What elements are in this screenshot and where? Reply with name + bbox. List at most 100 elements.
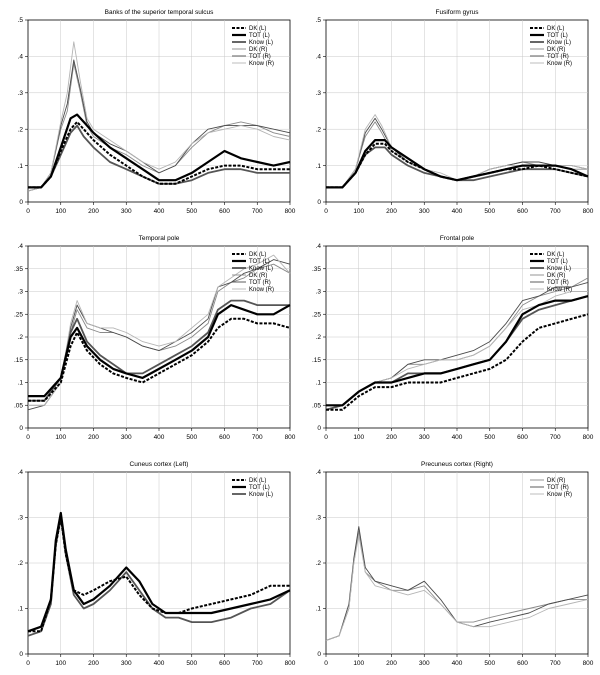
- y-tick-label: .1: [316, 163, 322, 170]
- legend-label-know-r: Know (R): [547, 287, 572, 293]
- x-tick-label: 800: [583, 434, 594, 441]
- x-tick-label: 100: [353, 660, 364, 667]
- y-tick-label: .35: [14, 266, 23, 273]
- series-line-know-l: [28, 299, 290, 402]
- x-tick-label: 200: [386, 208, 397, 215]
- x-tick-label: 500: [484, 660, 495, 667]
- x-tick-label: 200: [88, 660, 99, 667]
- legend-label-know-l: Know (L): [249, 492, 273, 498]
- x-tick-label: 600: [517, 208, 528, 215]
- series-line-tot-r: [325, 526, 589, 641]
- legend-label-know-r: Know (R): [547, 61, 572, 67]
- chart-title: Temporal pole: [139, 235, 180, 242]
- y-tick-label: .25: [312, 311, 321, 318]
- x-tick-label: 800: [285, 660, 296, 667]
- y-tick-label: .05: [14, 402, 23, 409]
- series-line-tot-l: [326, 295, 589, 407]
- x-tick-label: 100: [55, 434, 66, 441]
- series-line-know-r: [325, 535, 589, 641]
- x-tick-label: 200: [386, 660, 397, 667]
- x-tick-label: 700: [550, 208, 561, 215]
- y-tick-label: .4: [18, 54, 24, 61]
- y-tick-label: 0: [317, 425, 321, 432]
- x-tick-label: 500: [484, 434, 495, 441]
- x-tick-label: 300: [419, 660, 430, 667]
- y-tick-label: .2: [18, 334, 24, 341]
- x-tick-label: 300: [419, 434, 430, 441]
- x-tick-label: 300: [121, 208, 132, 215]
- series-line-tot-l: [27, 511, 291, 633]
- legend-label-tot-l: TOT (L): [249, 33, 270, 39]
- x-tick-label: 700: [252, 434, 263, 441]
- legend-label-dk-l: DK (L): [547, 252, 564, 258]
- x-tick-label: 700: [550, 434, 561, 441]
- y-tick-label: .4: [316, 469, 322, 476]
- legend-label-know-l: Know (L): [547, 40, 571, 46]
- y-tick-label: 0: [317, 651, 321, 658]
- x-tick-label: 100: [353, 208, 364, 215]
- y-tick-label: .25: [14, 311, 23, 318]
- x-tick-label: 300: [419, 208, 430, 215]
- y-tick-label: .2: [316, 126, 322, 133]
- chart-panel-cuneus-cortex-left: 0 100 200 300 400 500 600 700 800 0 .1 .2 .3 .4 Cuneus…: [18, 461, 296, 667]
- legend-label-dk-r: DK (R): [547, 273, 565, 279]
- legend-label-dk-l: DK (L): [249, 26, 266, 32]
- y-tick-label: .15: [14, 357, 23, 364]
- y-tick-label: .3: [316, 515, 322, 522]
- y-tick-label: .35: [312, 266, 321, 273]
- x-tick-label: 700: [252, 660, 263, 667]
- x-tick-label: 400: [452, 208, 463, 215]
- y-tick-label: .5: [316, 17, 322, 24]
- y-tick-label: 0: [19, 425, 23, 432]
- series-line-dk-l: [28, 317, 291, 402]
- legend-label-dk-l: DK (L): [547, 26, 564, 32]
- y-tick-label: .15: [312, 357, 321, 364]
- y-tick-label: .2: [18, 126, 24, 133]
- x-tick-label: 600: [219, 208, 230, 215]
- chart-panel-frontal-pole: 0 100 200 300 400 500 600 700 800 0 .05 .1 .15 .2 .25.…: [312, 235, 594, 441]
- legend-label-know-r: Know (R): [547, 492, 572, 498]
- y-tick-label: .1: [18, 380, 24, 387]
- y-tick-label: .4: [316, 54, 322, 61]
- x-tick-label: 800: [583, 660, 594, 667]
- series-line-tot-l: [28, 113, 291, 189]
- legend-label-dk-r: DK (R): [249, 47, 267, 53]
- x-tick-label: 0: [324, 660, 328, 667]
- chart-panel-fusiform-gyrus: 0 100 200 300 400 500 600 700 800 0 .1 .2 .3 .4 .5 Fusi…: [316, 9, 594, 215]
- chart-title: Fusiform gyrus: [436, 9, 480, 16]
- legend-label-tot-l: TOT (L): [249, 259, 270, 265]
- x-tick-label: 400: [154, 208, 165, 215]
- x-tick-label: 800: [285, 208, 296, 215]
- x-tick-label: 0: [324, 434, 328, 441]
- series-line-dk-r: [27, 63, 291, 192]
- x-tick-label: 600: [219, 434, 230, 441]
- y-tick-label: .4: [18, 243, 24, 250]
- y-tick-label: 0: [19, 651, 23, 658]
- series-line-know-r: [28, 254, 291, 406]
- y-tick-label: .2: [316, 334, 322, 341]
- series-line-tot-l: [326, 139, 589, 189]
- x-tick-label: 0: [26, 434, 30, 441]
- series-line-dk-l: [326, 313, 589, 411]
- x-tick-label: 800: [583, 208, 594, 215]
- chart-title: Banks of the superior temporal sulcus: [105, 9, 214, 16]
- x-tick-label: 500: [186, 660, 197, 667]
- chart-title: Precuneus cortex (Right): [421, 461, 493, 468]
- x-tick-label: 200: [386, 434, 397, 441]
- x-tick-label: 500: [484, 208, 495, 215]
- series-line-tot-l: [28, 304, 291, 398]
- y-tick-label: .3: [18, 515, 24, 522]
- y-tick-label: .1: [316, 606, 322, 613]
- y-tick-label: .05: [312, 402, 321, 409]
- legend-label-tot-l: TOT (L): [249, 485, 270, 491]
- legend-label-tot-l: TOT (L): [547, 33, 568, 39]
- x-tick-label: 300: [121, 660, 132, 667]
- x-tick-label: 100: [55, 208, 66, 215]
- legend-label-tot-r: TOT (R): [249, 280, 271, 286]
- y-tick-label: .3: [18, 90, 24, 97]
- legend-label-tot-r: TOT (R): [547, 485, 569, 491]
- chart-title: Cuneus cortex (Left): [130, 461, 189, 468]
- x-tick-label: 800: [285, 434, 296, 441]
- x-tick-label: 200: [88, 208, 99, 215]
- chart-panel-temporal-pole: 0 100 200 300 400 500 600 700 800 0 .05 .1 .15 .2 .25.…: [14, 235, 296, 441]
